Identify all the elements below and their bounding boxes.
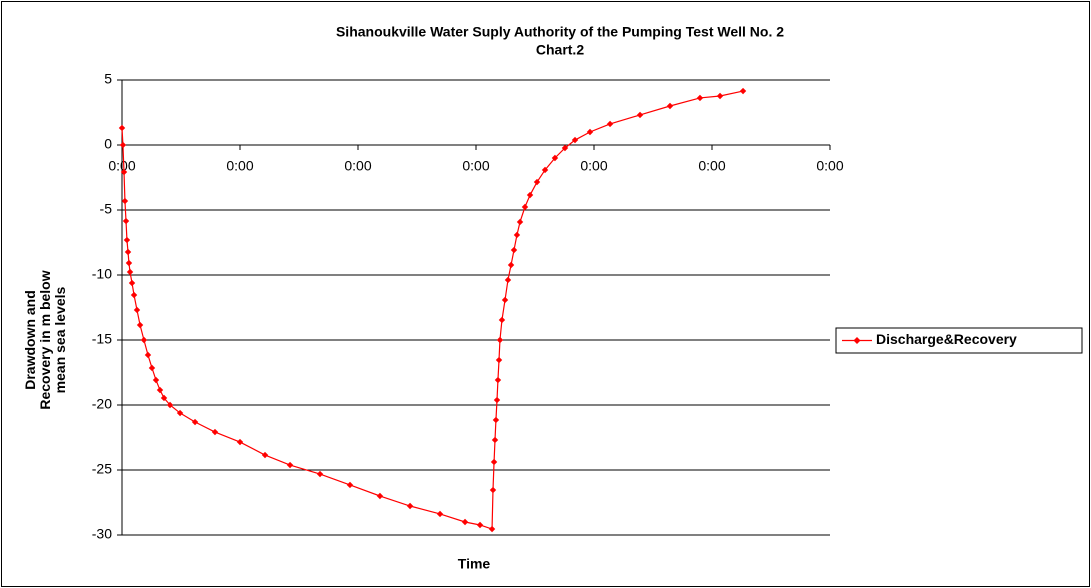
data-point	[376, 492, 384, 500]
data-point	[160, 394, 168, 402]
data-point	[498, 316, 506, 324]
data-point	[476, 521, 484, 529]
data-point	[716, 92, 724, 100]
data-point	[533, 178, 541, 186]
data-point	[261, 451, 269, 459]
data-point	[571, 136, 579, 144]
data-point	[513, 231, 521, 239]
data-point	[666, 102, 674, 110]
data-point	[236, 438, 244, 446]
data-point	[191, 418, 199, 426]
data-point	[516, 218, 524, 226]
y-tick-label: -5	[100, 201, 113, 217]
data-point	[490, 458, 498, 466]
data-point	[166, 401, 174, 409]
x-tick-label: 0:00	[108, 158, 135, 174]
data-point	[121, 197, 129, 205]
data-point	[488, 525, 496, 533]
data-point	[316, 470, 324, 478]
data-point	[504, 276, 512, 284]
data-point	[586, 128, 594, 136]
data-point	[130, 291, 138, 299]
y-tick-label: -20	[92, 396, 112, 412]
data-point	[739, 87, 747, 95]
legend-box	[835, 327, 1083, 354]
data-point	[144, 351, 152, 359]
chart-title: Sihanoukville Water Suply Authority of t…	[336, 24, 784, 40]
data-point	[494, 376, 502, 384]
data-point	[489, 486, 497, 494]
y-tick-label: -25	[92, 461, 112, 477]
data-point	[211, 428, 219, 436]
data-point	[128, 279, 136, 287]
data-point	[133, 306, 141, 314]
data-point	[125, 259, 133, 267]
data-point	[541, 166, 549, 174]
data-point	[521, 203, 529, 211]
data-point	[119, 141, 127, 149]
data-point	[493, 396, 501, 404]
data-point	[120, 168, 128, 176]
data-point	[148, 364, 156, 372]
data-point	[136, 321, 144, 329]
data-point	[551, 154, 559, 162]
data-point	[636, 111, 644, 119]
data-point	[491, 436, 499, 444]
data-point	[696, 94, 704, 102]
legend-label: Discharge&Recovery	[876, 331, 1017, 347]
y-tick-label: -10	[92, 266, 112, 282]
y-tick-label: -15	[92, 331, 112, 347]
data-point	[118, 124, 126, 132]
y-tick-label: 0	[104, 136, 112, 152]
data-point	[526, 191, 534, 199]
data-point	[152, 376, 160, 384]
data-point	[436, 510, 444, 518]
data-point	[156, 386, 164, 394]
data-point	[176, 409, 184, 417]
x-tick-label: 0:00	[580, 158, 607, 174]
data-point	[126, 268, 134, 276]
y-tick-label: 5	[104, 71, 112, 87]
x-tick-label: 0:00	[344, 158, 371, 174]
data-point	[346, 481, 354, 489]
x-axis-title: Time	[458, 556, 491, 572]
data-point	[501, 296, 509, 304]
data-point	[286, 461, 294, 469]
data-point	[124, 248, 132, 256]
data-point	[561, 144, 569, 152]
chart-subtitle: Chart.2	[536, 42, 584, 58]
data-point	[461, 518, 469, 526]
data-point	[123, 236, 131, 244]
data-point	[507, 261, 515, 269]
data-point	[496, 336, 504, 344]
data-point	[495, 356, 503, 364]
data-point	[122, 217, 130, 225]
data-point	[140, 336, 148, 344]
data-point	[406, 502, 414, 510]
legend-marker	[853, 337, 861, 344]
y-tick-label: -30	[92, 526, 112, 542]
data-point	[492, 416, 500, 424]
data-point	[510, 246, 518, 254]
x-tick-label: 0:00	[816, 158, 843, 174]
x-tick-label: 0:00	[698, 158, 725, 174]
x-tick-label: 0:00	[462, 158, 489, 174]
x-tick-label: 0:00	[226, 158, 253, 174]
y-axis-title: Drawdown and Recovery in m below mean se…	[22, 270, 68, 410]
data-point	[606, 120, 614, 128]
